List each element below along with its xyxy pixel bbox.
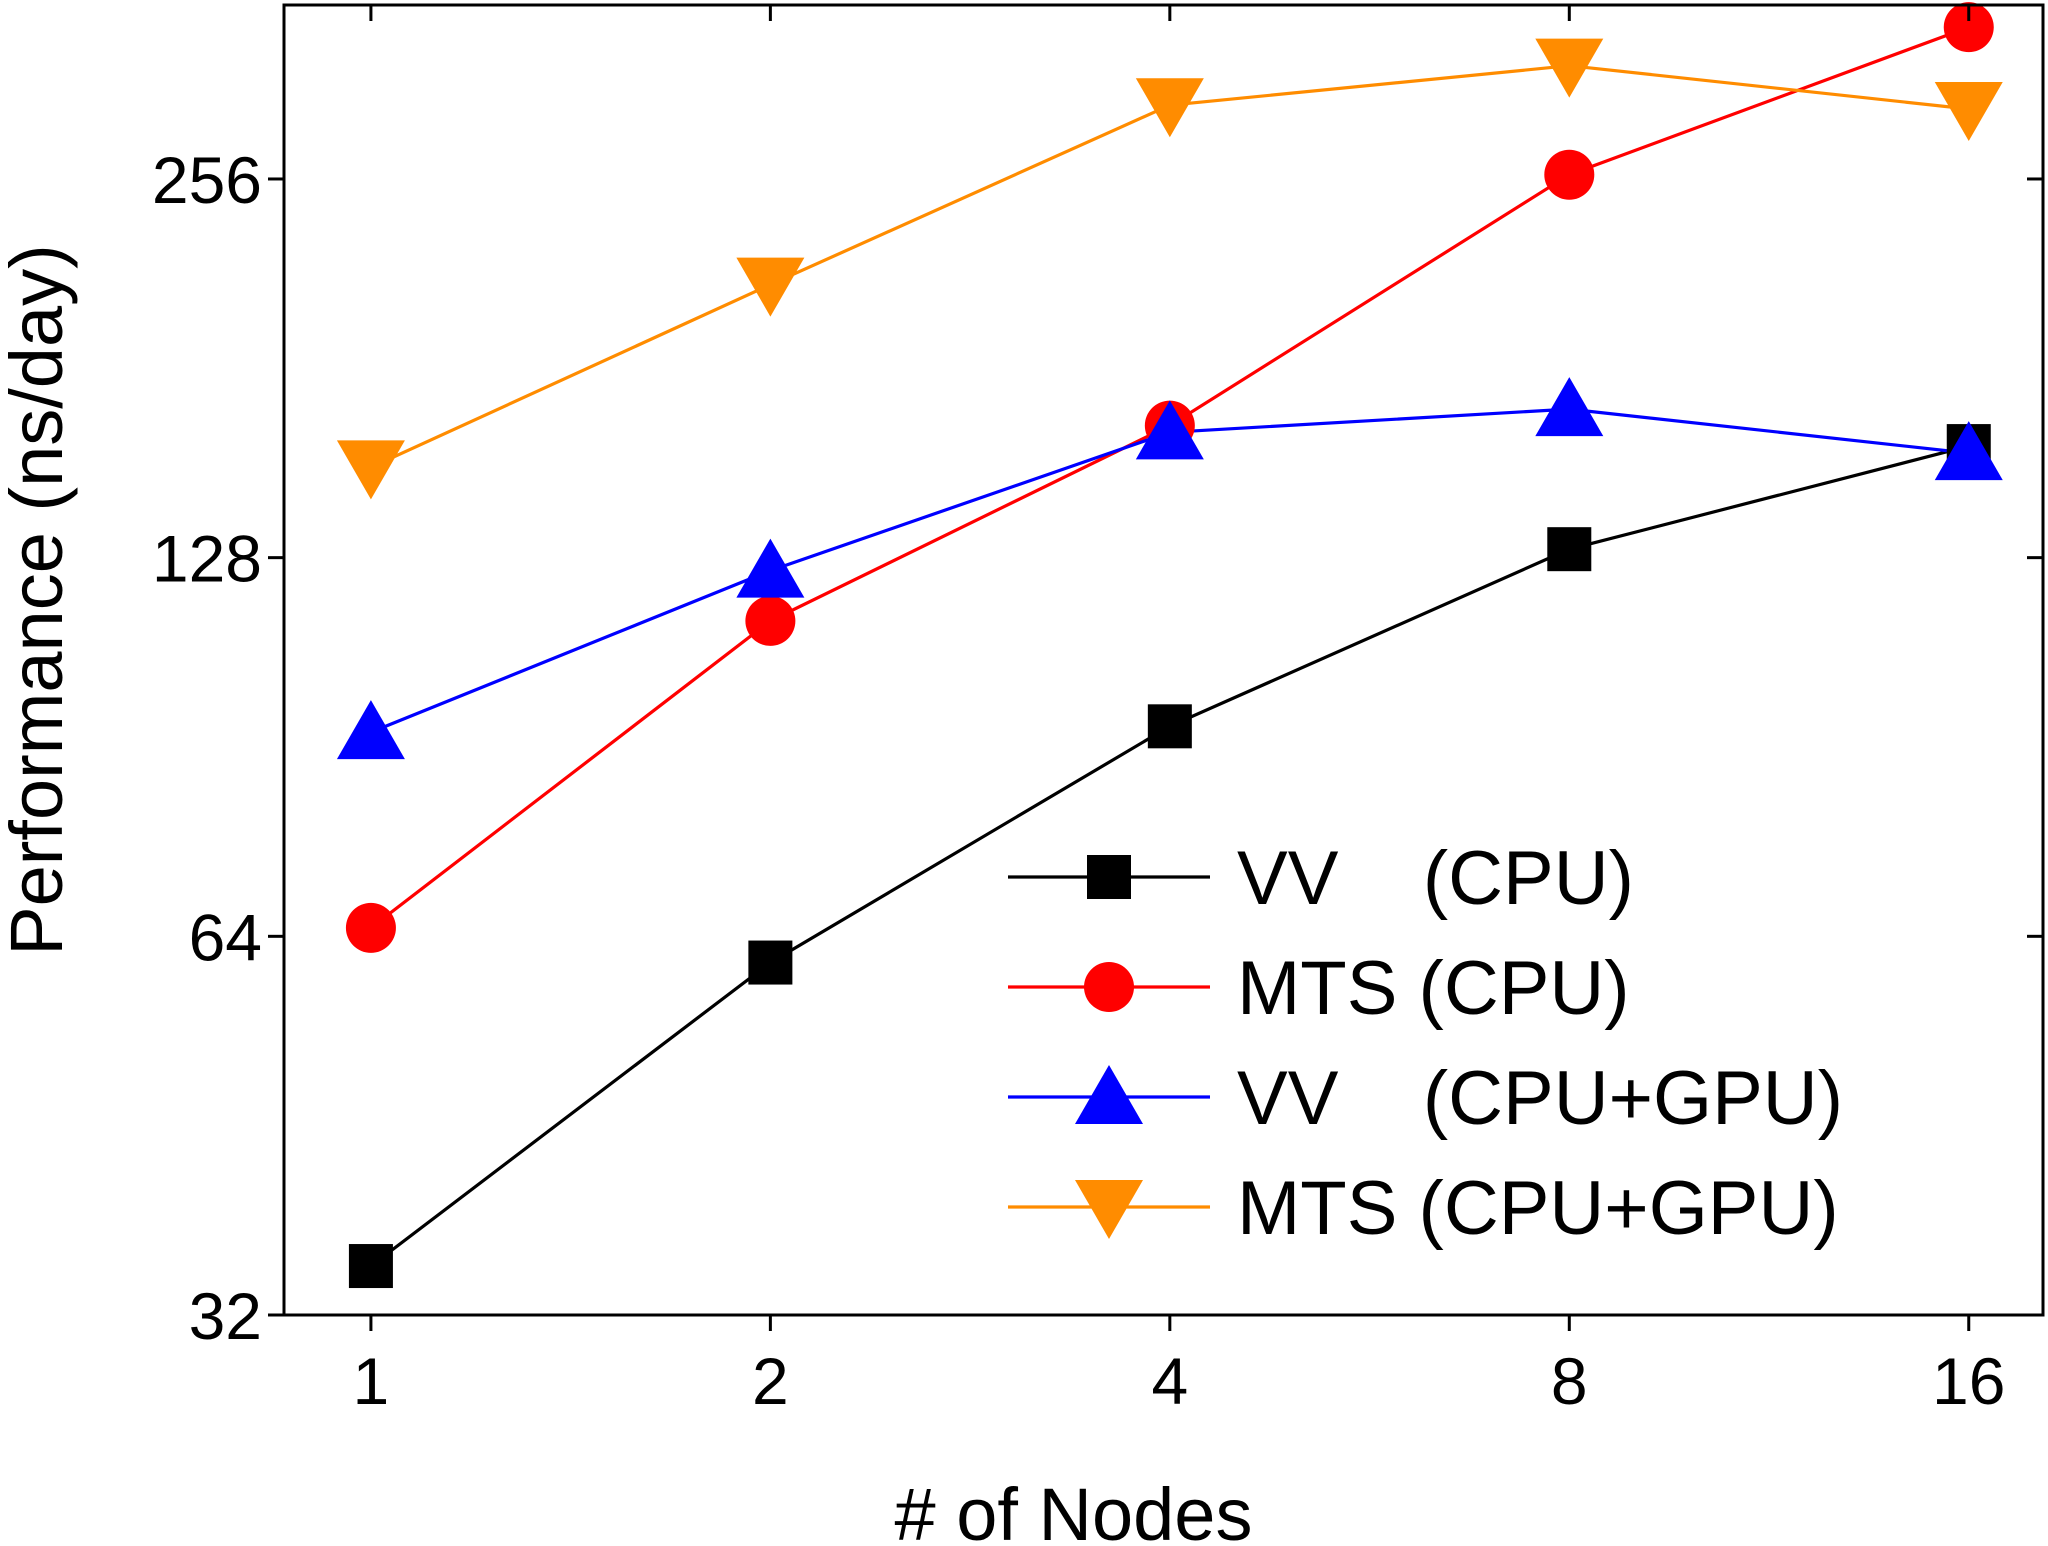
data-point-vv-cpu-gpu bbox=[1535, 377, 1604, 437]
axis-tick-labels: 1 2 4 8 16 32 64 128 256 bbox=[152, 143, 2006, 1418]
data-point-mts-cpu bbox=[345, 902, 396, 953]
data-point-mts-cpu-gpu bbox=[1535, 38, 1604, 98]
x-tick-label: 16 bbox=[1932, 1344, 2005, 1418]
legend-item-mts-cpu: MTS (CPU) bbox=[1008, 946, 1630, 1031]
series-line-vv-cpu bbox=[369, 444, 1970, 1268]
data-point-vv-cpu bbox=[1547, 527, 1592, 572]
legend-item-mts-cpu-gpu: MTS (CPU+GPU) bbox=[1008, 1166, 1839, 1251]
y-axis-label: Performance (ns/day) bbox=[0, 244, 78, 956]
x-tick-label: 1 bbox=[353, 1344, 390, 1418]
legend-label: MTS (CPU+GPU) bbox=[1237, 1166, 1839, 1251]
data-point-vv-cpu-gpu bbox=[1135, 400, 1204, 460]
data-point-vv-cpu bbox=[748, 940, 793, 985]
y-tick-label: 256 bbox=[152, 143, 262, 217]
y-tick-label: 128 bbox=[152, 522, 262, 596]
x-tick-label: 2 bbox=[752, 1344, 789, 1418]
legend-label: VV (CPU) bbox=[1237, 836, 1634, 921]
legend-label: VV (CPU+GPU) bbox=[1237, 1056, 1843, 1141]
data-point-vv-cpu-gpu bbox=[736, 538, 805, 598]
data-point-mts-cpu bbox=[1544, 149, 1595, 200]
legend: VV (CPU) MTS (CPU) VV (CPU+GPU) MTS (CPU+GP… bbox=[1008, 836, 1843, 1251]
data-point-vv-cpu bbox=[1147, 704, 1192, 749]
legend-marker bbox=[1087, 855, 1131, 899]
legend-item-vv-cpu: VV (CPU) bbox=[1008, 836, 1634, 921]
data-point-mts-cpu-gpu bbox=[1135, 78, 1204, 138]
legend-marker bbox=[1084, 962, 1134, 1012]
y-tick-label: 32 bbox=[189, 1279, 262, 1353]
y-tick-label: 64 bbox=[189, 900, 262, 974]
plot-frame bbox=[282, 3, 2045, 1317]
data-point-mts-cpu-gpu bbox=[336, 440, 405, 500]
axis-ticks bbox=[268, 5, 2043, 1331]
x-tick-label: 8 bbox=[1551, 1344, 1588, 1418]
legend-marker bbox=[1075, 1065, 1143, 1124]
series-line-mts-cpu bbox=[369, 25, 1970, 930]
data-point-mts-cpu bbox=[745, 595, 796, 646]
legend-item-vv-cpu-gpu: VV (CPU+GPU) bbox=[1008, 1056, 1843, 1141]
data-point-vv-cpu-gpu bbox=[336, 700, 405, 760]
data-point-mts-cpu-gpu bbox=[736, 257, 805, 317]
data-point-vv-cpu bbox=[348, 1244, 393, 1289]
legend-label: MTS (CPU) bbox=[1237, 946, 1630, 1031]
x-tick-label: 4 bbox=[1151, 1344, 1188, 1418]
legend-marker bbox=[1075, 1180, 1143, 1239]
x-axis-label: # of Nodes bbox=[895, 1473, 1253, 1546]
data-point-mts-cpu-gpu bbox=[1934, 81, 2003, 141]
data-point-vv-cpu-gpu bbox=[1934, 421, 2003, 481]
data-point-mts-cpu bbox=[1943, 2, 1994, 53]
series-markers bbox=[336, 2, 2003, 1289]
